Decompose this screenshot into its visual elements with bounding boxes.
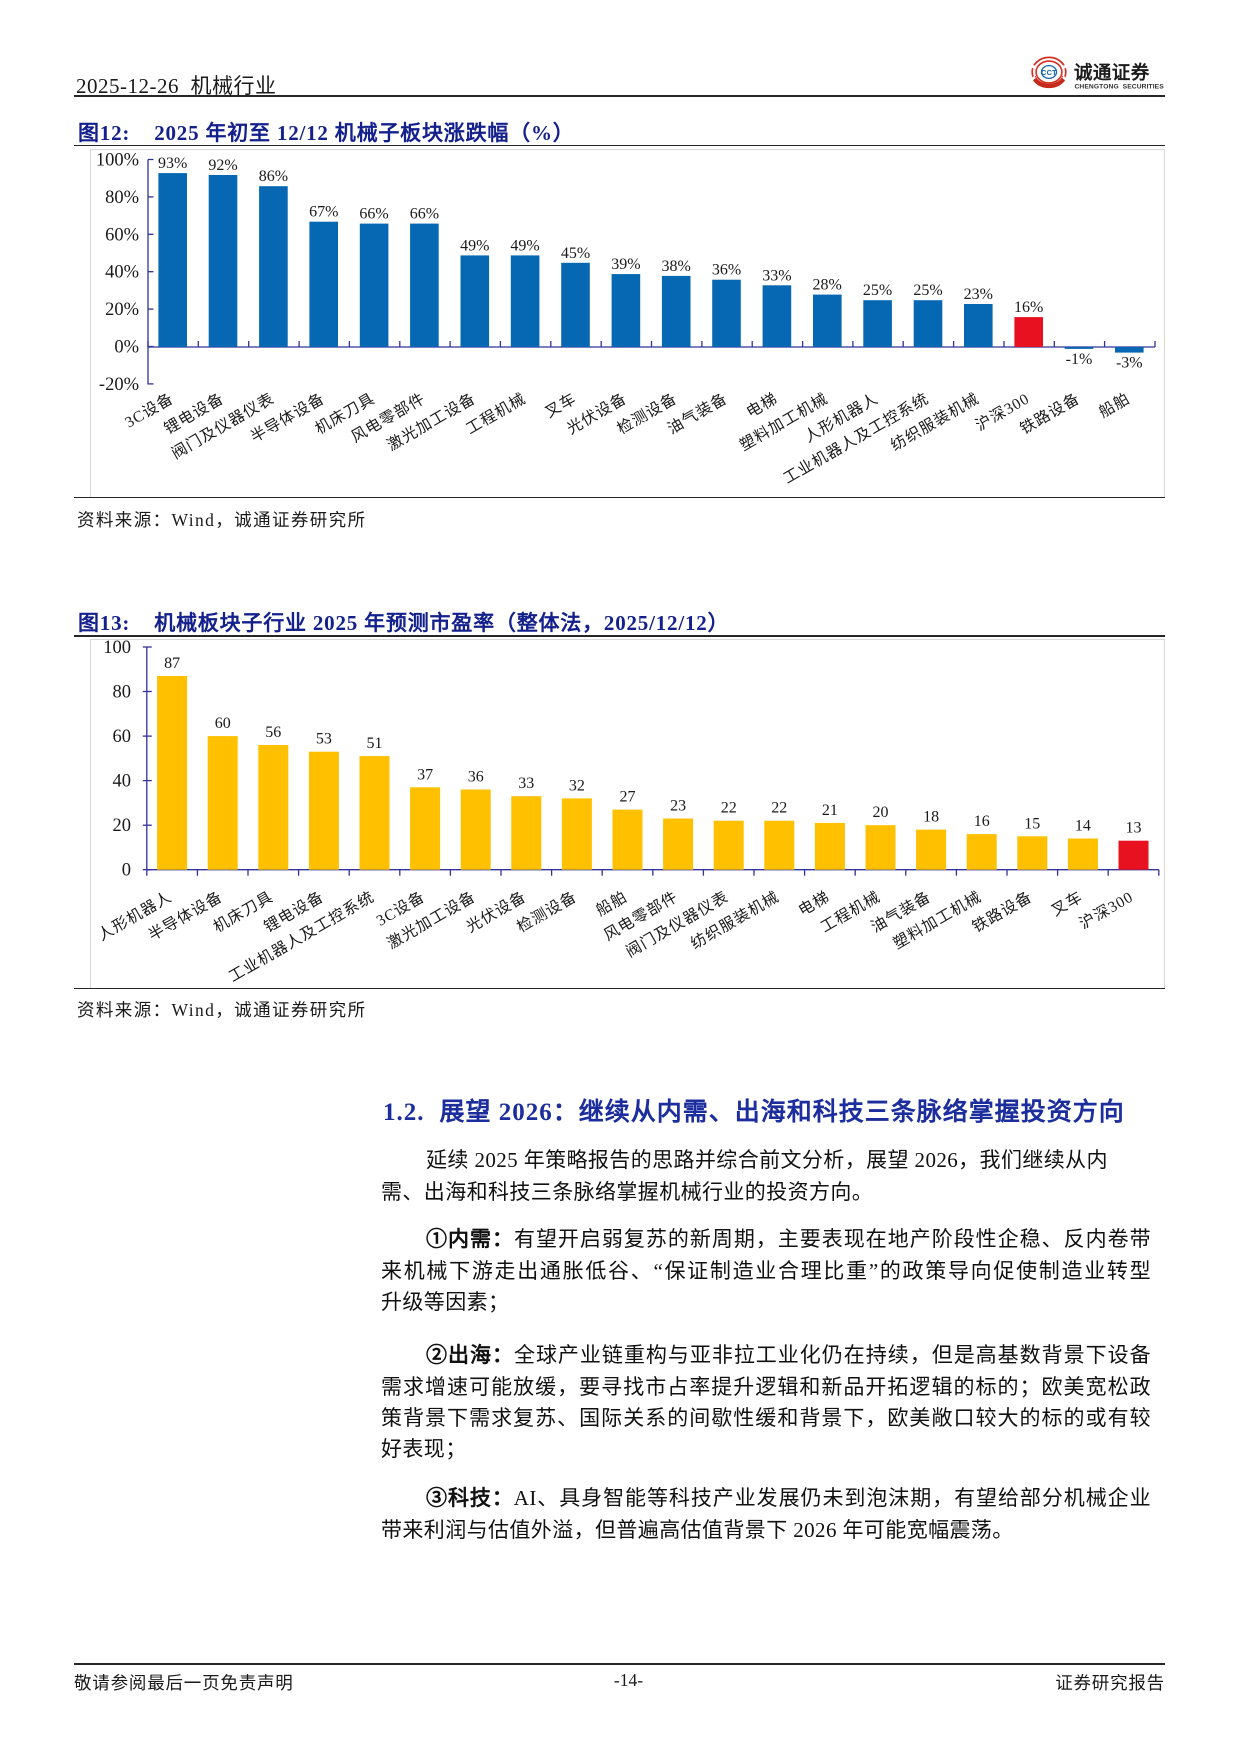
svg-text:60%: 60% <box>105 225 139 245</box>
svg-text:80%: 80% <box>105 187 139 207</box>
svg-text:16%: 16% <box>1014 299 1043 316</box>
svg-text:22: 22 <box>771 800 787 817</box>
svg-text:86%: 86% <box>258 168 287 185</box>
svg-text:14: 14 <box>1074 818 1090 835</box>
svg-text:80: 80 <box>112 683 131 703</box>
svg-text:23%: 23% <box>963 286 992 303</box>
svg-text:20: 20 <box>872 804 888 821</box>
svg-text:51: 51 <box>366 735 382 752</box>
svg-text:53: 53 <box>315 731 331 748</box>
svg-text:20%: 20% <box>105 300 139 320</box>
svg-text:0%: 0% <box>114 337 139 357</box>
svg-text:33%: 33% <box>762 267 791 284</box>
svg-text:-3%: -3% <box>1115 354 1142 371</box>
svg-text:15: 15 <box>1024 815 1040 832</box>
svg-text:叉车: 叉车 <box>1048 888 1086 920</box>
svg-text:0: 0 <box>121 861 130 881</box>
svg-text:66%: 66% <box>359 205 388 222</box>
svg-text:20: 20 <box>112 816 131 836</box>
svg-text:100%: 100% <box>95 150 138 170</box>
svg-text:45%: 45% <box>560 244 589 261</box>
svg-text:60: 60 <box>214 715 230 732</box>
svg-text:39%: 39% <box>611 256 640 273</box>
svg-text:13: 13 <box>1125 820 1141 837</box>
svg-text:21: 21 <box>821 802 837 819</box>
svg-text:37: 37 <box>417 766 433 783</box>
svg-text:25%: 25% <box>862 282 891 299</box>
svg-text:33: 33 <box>518 775 534 792</box>
svg-text:66%: 66% <box>409 205 438 222</box>
svg-text:49%: 49% <box>510 237 539 254</box>
svg-text:沪深300: 沪深300 <box>1076 888 1136 933</box>
svg-text:CHENGTONG SECURITIES: CHENGTONG SECURITIES <box>1075 84 1165 91</box>
svg-text:CCT: CCT <box>1041 68 1057 77</box>
svg-text:27: 27 <box>619 789 635 806</box>
svg-text:32: 32 <box>568 777 584 794</box>
svg-text:67%: 67% <box>309 203 338 220</box>
svg-text:船舶: 船舶 <box>592 888 630 920</box>
svg-text:87: 87 <box>164 655 180 672</box>
svg-text:49%: 49% <box>460 237 489 254</box>
svg-text:28%: 28% <box>812 276 841 293</box>
svg-text:诚通证券: 诚通证券 <box>1074 62 1150 84</box>
svg-text:36%: 36% <box>711 261 740 278</box>
svg-text:40: 40 <box>112 772 131 792</box>
svg-text:-1%: -1% <box>1065 350 1092 367</box>
svg-text:-20%: -20% <box>98 374 138 394</box>
svg-text:22: 22 <box>720 800 736 817</box>
svg-text:38%: 38% <box>661 257 690 274</box>
svg-text:60: 60 <box>112 727 131 747</box>
svg-text:56: 56 <box>265 724 281 741</box>
svg-text:23: 23 <box>670 798 686 815</box>
svg-text:40%: 40% <box>105 262 139 282</box>
svg-text:92%: 92% <box>208 157 237 174</box>
svg-text:36: 36 <box>467 769 483 786</box>
svg-text:100: 100 <box>103 638 131 658</box>
svg-text:25%: 25% <box>913 282 942 299</box>
svg-text:电梯: 电梯 <box>795 888 833 920</box>
svg-text:16: 16 <box>973 813 989 830</box>
svg-text:18: 18 <box>923 809 939 826</box>
svg-text:93%: 93% <box>158 155 187 172</box>
svg-text:船舶: 船舶 <box>1095 389 1133 421</box>
